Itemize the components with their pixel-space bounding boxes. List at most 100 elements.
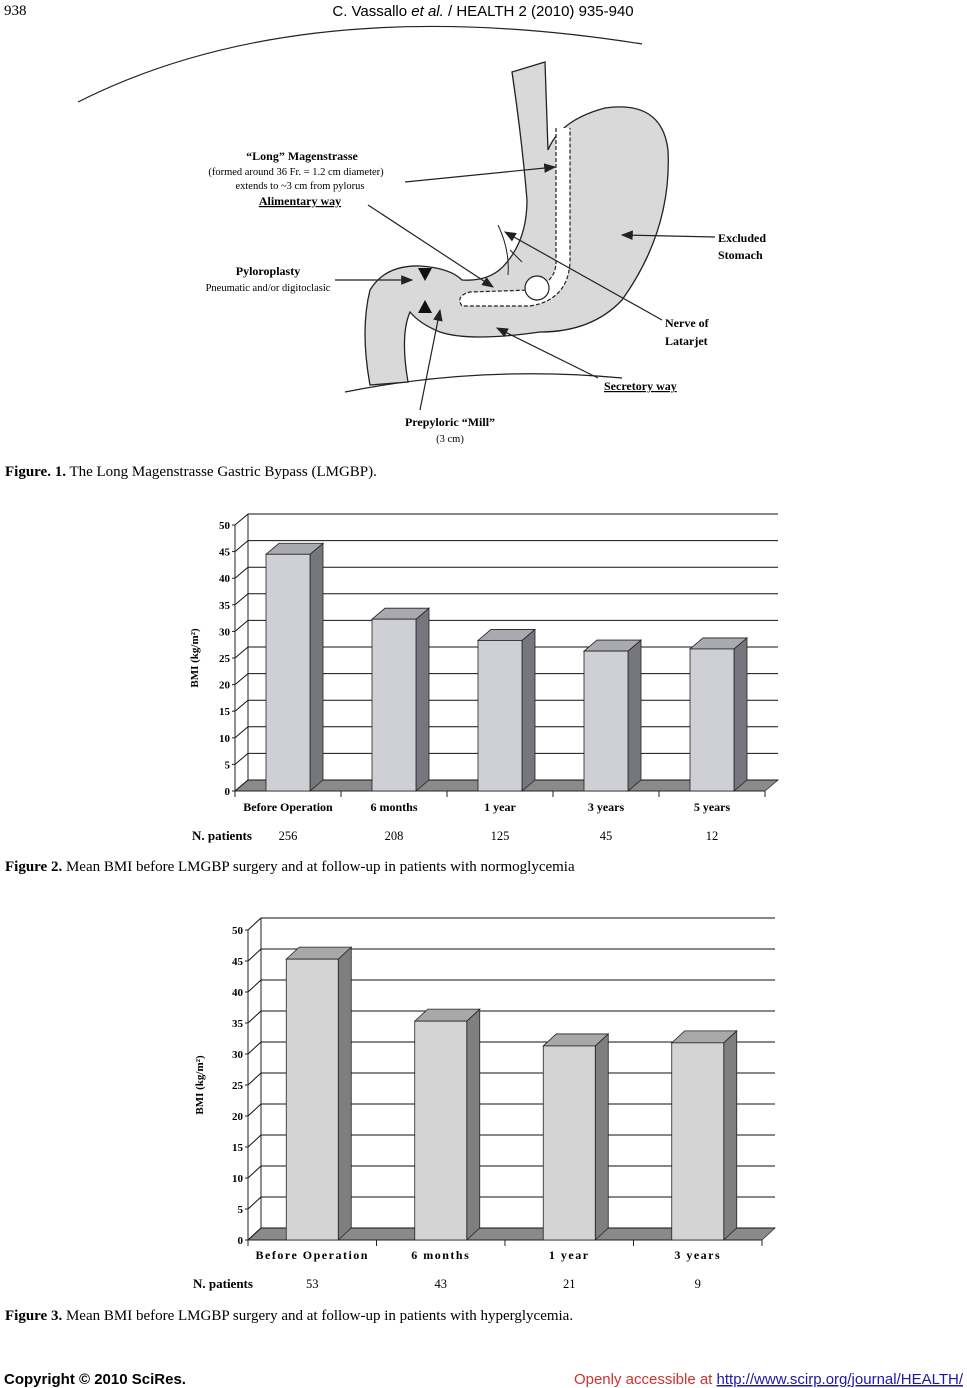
grid-depth bbox=[247, 1072, 262, 1086]
grid-depth bbox=[234, 699, 249, 712]
bar-side bbox=[723, 1029, 738, 1241]
y-tick-label: 10 bbox=[219, 733, 231, 745]
grid-depth bbox=[234, 646, 249, 659]
grid-depth bbox=[234, 540, 249, 552]
y-tick-label: 30 bbox=[232, 1049, 244, 1061]
y-tick-label: 45 bbox=[219, 547, 231, 559]
grid-depth bbox=[234, 620, 249, 632]
label: Latarjet bbox=[665, 334, 708, 348]
row-label: N. patients bbox=[193, 1276, 253, 1291]
bar bbox=[265, 553, 311, 792]
etal: et al. bbox=[411, 3, 444, 20]
caption-label: Figure 2. bbox=[5, 859, 62, 875]
x-tick-label: 3 years bbox=[588, 800, 625, 814]
row-label: N. patients bbox=[192, 828, 252, 843]
bar-side bbox=[309, 542, 324, 792]
bar-side bbox=[466, 1008, 481, 1241]
running-head: C. Vassallo et al. / HEALTH 2 (2010) 935… bbox=[332, 3, 633, 20]
x-tick-label: Before Operation bbox=[243, 800, 333, 814]
x-tick-label: 6 months bbox=[370, 800, 417, 814]
bar-side bbox=[733, 637, 748, 792]
patient-count: 21 bbox=[563, 1277, 576, 1291]
y-tick-label: 20 bbox=[219, 680, 231, 692]
patient-count: 43 bbox=[435, 1277, 448, 1291]
bar-side bbox=[521, 628, 536, 792]
bar-side bbox=[594, 1033, 609, 1241]
patient-count: 12 bbox=[706, 829, 719, 843]
label: extends to ~3 cm from pylorus bbox=[235, 181, 364, 192]
y-tick-label: 25 bbox=[219, 653, 231, 665]
page-number: 938 bbox=[4, 3, 27, 19]
y-tick-label: 40 bbox=[219, 573, 231, 585]
y-tick-label: 0 bbox=[238, 1235, 244, 1247]
y-tick-label: 50 bbox=[232, 925, 244, 937]
y-tick-label: 5 bbox=[238, 1204, 244, 1216]
grid-depth bbox=[247, 1165, 262, 1179]
bar bbox=[583, 650, 629, 792]
y-tick-label: 5 bbox=[225, 759, 231, 771]
y-tick-label: 15 bbox=[232, 1142, 244, 1154]
x-tick-label: Before Operation bbox=[256, 1248, 369, 1262]
y-axis-label: BMI (kg/m²) bbox=[194, 1055, 206, 1115]
x-tick-label: 6 months bbox=[411, 1248, 470, 1262]
y-tick-label: 10 bbox=[232, 1173, 244, 1185]
bar bbox=[285, 958, 339, 1241]
grid-depth bbox=[247, 1103, 262, 1117]
journal: / HEALTH 2 (2010) 935-940 bbox=[444, 3, 634, 20]
y-tick-label: 15 bbox=[219, 706, 231, 718]
y-tick-label: 40 bbox=[232, 987, 244, 999]
caption-text: Mean BMI before LMGBP surgery and at fol… bbox=[62, 1308, 573, 1324]
caption-text: Mean BMI before LMGBP surgery and at fol… bbox=[62, 859, 575, 875]
label: Stomach bbox=[718, 248, 763, 262]
grid-depth bbox=[247, 1010, 262, 1024]
grid-depth bbox=[234, 673, 249, 685]
patient-count: 125 bbox=[491, 829, 510, 843]
y-tick-label: 30 bbox=[219, 626, 231, 638]
caption: Figure 3. Mean BMI before LMGBP surgery … bbox=[5, 1308, 573, 1324]
caption: Figure. 1. The Long Magenstrasse Gastric… bbox=[5, 464, 377, 480]
url[interactable]: http://www.scirp.org/journal/HEALTH/ bbox=[717, 1371, 964, 1388]
grid-depth bbox=[247, 1041, 262, 1055]
y-tick-label: 20 bbox=[232, 1111, 244, 1123]
grid-depth bbox=[234, 726, 249, 739]
x-tick-label: 1 year bbox=[549, 1248, 590, 1262]
label: Alimentary way bbox=[259, 194, 341, 208]
grid-depth bbox=[234, 779, 249, 792]
caption-label: Figure. 1. bbox=[5, 464, 66, 480]
x-tick-label: 1 year bbox=[484, 800, 516, 814]
grid-depth bbox=[247, 1227, 262, 1241]
grid-depth bbox=[247, 1134, 262, 1148]
grid-depth bbox=[234, 593, 249, 606]
copyright: Copyright © 2010 SciRes. bbox=[4, 1371, 186, 1388]
label: (formed around 36 Fr. = 1.2 cm diameter) bbox=[208, 167, 384, 178]
patient-count: 9 bbox=[695, 1277, 701, 1291]
bar-side bbox=[337, 946, 352, 1241]
footer-link: Openly accessible at http://www.scirp.or… bbox=[574, 1371, 964, 1388]
y-tick-label: 25 bbox=[232, 1080, 244, 1092]
grid-depth bbox=[247, 1196, 262, 1210]
bar-side bbox=[415, 607, 430, 792]
caption-label: Figure 3. bbox=[5, 1308, 62, 1324]
patient-count: 256 bbox=[279, 829, 298, 843]
patient-count: 45 bbox=[600, 829, 613, 843]
label: Prepyloric “Mill” bbox=[405, 415, 495, 429]
label: Pyloroplasty bbox=[236, 264, 300, 278]
grid-depth bbox=[247, 917, 262, 931]
y-tick-label: 35 bbox=[219, 600, 231, 612]
bar bbox=[477, 640, 523, 792]
x-tick-label: 5 years bbox=[694, 800, 731, 814]
grid-depth bbox=[247, 979, 262, 993]
label: Nerve of bbox=[665, 316, 710, 330]
label: (3 cm) bbox=[436, 434, 464, 445]
label: Secretory way bbox=[604, 379, 677, 393]
bar bbox=[371, 618, 417, 792]
grid-depth bbox=[234, 513, 249, 526]
y-tick-label: 0 bbox=[225, 786, 231, 798]
grid-depth bbox=[234, 753, 249, 765]
bar bbox=[414, 1020, 468, 1241]
y-axis-label: BMI (kg/m²) bbox=[189, 628, 201, 688]
label: Pneumatic and/or digitoclasic bbox=[206, 283, 331, 294]
bar bbox=[671, 1042, 725, 1241]
